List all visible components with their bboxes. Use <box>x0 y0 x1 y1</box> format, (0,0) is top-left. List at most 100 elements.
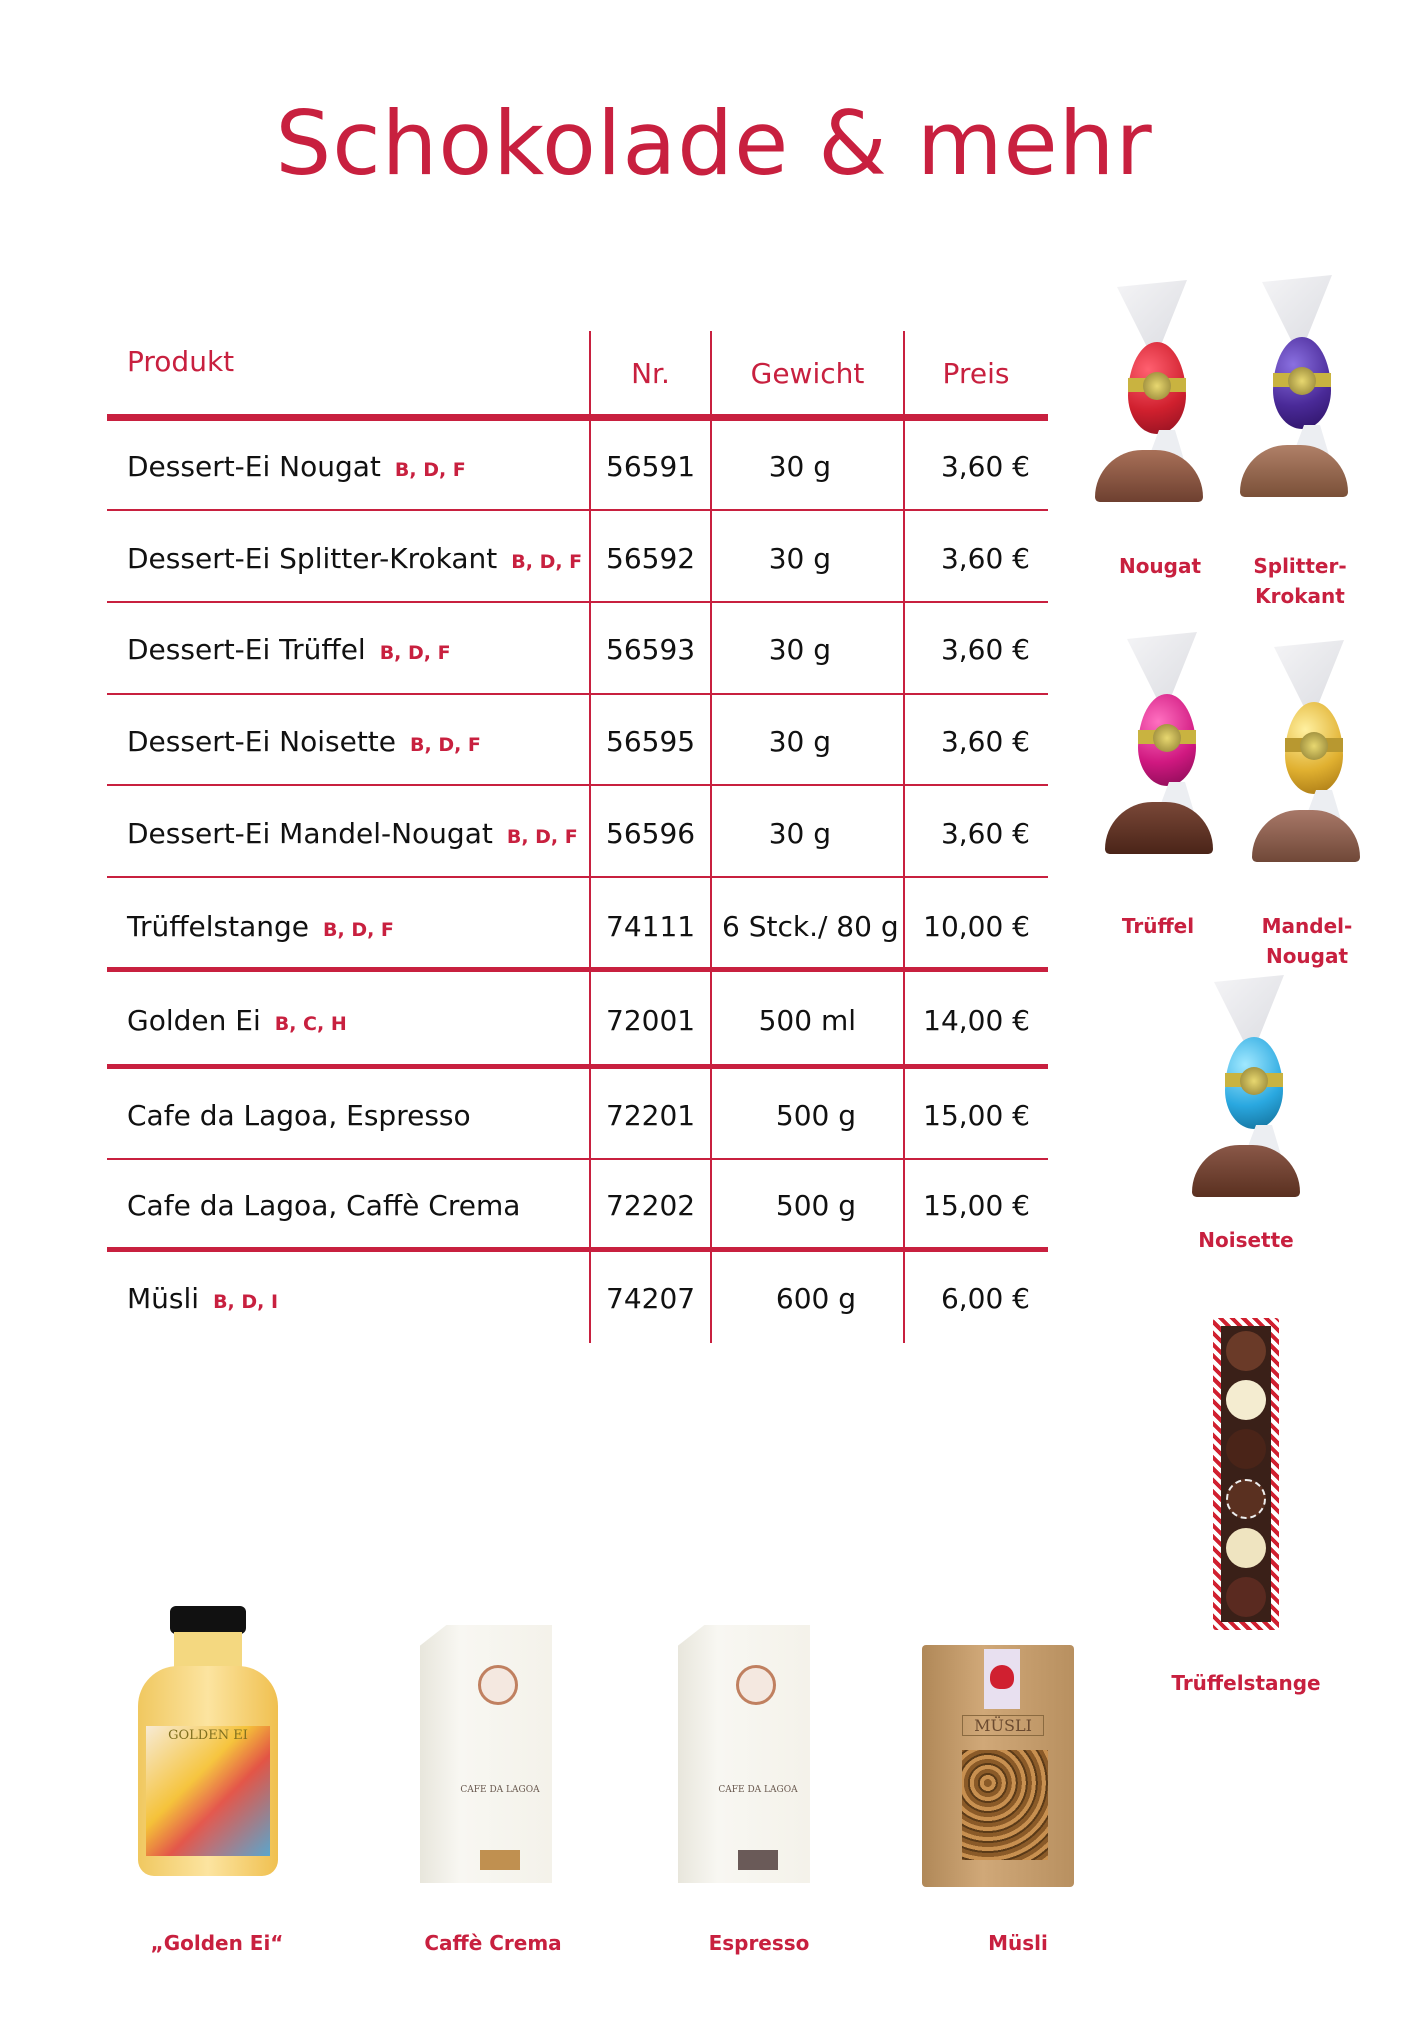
row-divider <box>107 509 1048 511</box>
price-cell: 3,60 € <box>940 817 1030 850</box>
package-text: CAFE DA LAGOA <box>718 1785 798 1795</box>
group-divider <box>107 1064 1048 1069</box>
product-name: Dessert-Ei Nougat <box>127 450 381 483</box>
muesli-bag-image: MÜSLI <box>922 1645 1074 1887</box>
allergen-codes: B, D, F <box>379 642 451 664</box>
product-cell: Dessert-Ei Trüffel B, D, F <box>127 630 451 670</box>
nr-cell: 56591 <box>606 450 696 483</box>
label-golden-ei: „Golden Ei“ <box>150 1931 284 1955</box>
price-cell: 10,00 € <box>923 910 1030 943</box>
label-line: Splitter- <box>1253 554 1347 578</box>
nr-cell: 72201 <box>606 1099 696 1132</box>
allergen-codes: B, D, F <box>323 919 394 941</box>
product-name: Müsli <box>127 1282 200 1315</box>
allergen-codes: B, C, H <box>274 1013 347 1035</box>
allergen-codes: B, D, F <box>394 459 466 481</box>
group-divider <box>107 967 1048 972</box>
allergen-codes: B, D, F <box>506 826 578 848</box>
row-divider <box>107 601 1048 603</box>
weight-cell: 6 Stck./ 80 g <box>722 910 899 943</box>
weight-cell: 30 g <box>768 542 831 575</box>
label-line: Krokant <box>1255 584 1345 608</box>
product-cell: Dessert-Ei Noisette B, D, F <box>127 722 481 762</box>
weight-cell: 30 g <box>768 817 831 850</box>
weight-cell: 30 g <box>768 725 831 758</box>
header-product: Produkt <box>127 345 235 378</box>
weight-cell: 30 g <box>768 450 831 483</box>
price-cell: 6,00 € <box>940 1282 1030 1315</box>
row-divider <box>107 784 1048 786</box>
product-name: Dessert-Ei Splitter-Krokant <box>127 542 498 575</box>
nr-cell: 72001 <box>606 1004 696 1037</box>
price-cell: 15,00 € <box>923 1099 1030 1132</box>
package-text: CAFE DA LAGOA <box>460 1785 540 1795</box>
weight-cell: 30 g <box>768 633 831 666</box>
product-name: Cafe da Lagoa, Espresso <box>127 1099 471 1132</box>
nr-cell: 74111 <box>606 910 696 943</box>
allergen-codes: B, D, I <box>213 1291 279 1313</box>
allergen-codes: B, D, F <box>511 551 583 573</box>
label-line: Mandel- <box>1261 914 1353 938</box>
nr-cell: 56593 <box>606 633 696 666</box>
nr-cell: 74207 <box>606 1282 696 1315</box>
label-splitter-krokant: Splitter- Krokant <box>1230 551 1370 611</box>
product-name: Cafe da Lagoa, Caffè Crema <box>127 1189 521 1222</box>
product-cell: Dessert-Ei Nougat B, D, F <box>127 447 466 487</box>
page-title: Schokolade & mehr <box>275 92 1153 195</box>
label-line: Nougat <box>1265 944 1349 968</box>
package-text: MÜSLI <box>962 1715 1044 1736</box>
nr-cell: 56592 <box>606 542 696 575</box>
product-cell: Dessert-Ei Mandel-Nougat B, D, F <box>127 814 578 854</box>
weight-cell: 600 g <box>775 1282 856 1315</box>
weight-cell: 500 ml <box>758 1004 856 1037</box>
trueffel-egg-image <box>1105 632 1235 872</box>
product-cell: Cafe da Lagoa, Espresso <box>127 1096 485 1136</box>
golden-ei-bottle-image: GOLDEN EI <box>138 1606 278 1876</box>
group-divider <box>107 1247 1048 1252</box>
package-text: GOLDEN EI <box>168 1728 248 1743</box>
row-divider <box>107 1158 1048 1160</box>
label-espresso: Espresso <box>708 1931 810 1955</box>
product-name: Dessert-Ei Trüffel <box>127 633 366 666</box>
price-cell: 3,60 € <box>940 450 1030 483</box>
nr-cell: 72202 <box>606 1189 696 1222</box>
label-muesli: Müsli <box>988 1931 1048 1955</box>
allergen-codes: B, D, F <box>410 734 481 756</box>
label-trueffel: Trüffel <box>1121 914 1195 938</box>
splitter-krokant-egg-image <box>1240 275 1370 515</box>
nr-cell: 56596 <box>606 817 696 850</box>
trueffelstange-image <box>1213 1318 1279 1630</box>
product-cell: Müsli B, D, I <box>127 1279 278 1319</box>
label-trueffelstange: Trüffelstange <box>1171 1671 1321 1695</box>
noisette-egg-image <box>1192 975 1322 1215</box>
espresso-package-image: CAFE DA LAGOA <box>678 1605 810 1883</box>
weight-cell: 500 g <box>775 1099 856 1132</box>
product-cell: Dessert-Ei Splitter-Krokant B, D, F <box>127 539 582 579</box>
product-cell: Cafe da Lagoa, Caffè Crema <box>127 1186 534 1226</box>
caffe-crema-package-image: CAFE DA LAGOA <box>420 1605 552 1883</box>
product-cell: Golden Ei B, C, H <box>127 1001 347 1041</box>
product-name: Golden Ei <box>127 1004 261 1037</box>
label-mandel-nougat: Mandel- Nougat <box>1237 911 1377 971</box>
price-cell: 3,60 € <box>940 633 1030 666</box>
price-cell: 3,60 € <box>940 542 1030 575</box>
weight-cell: 500 g <box>775 1189 856 1222</box>
header-price: Preis <box>942 357 1010 390</box>
product-name: Dessert-Ei Mandel-Nougat <box>127 817 493 850</box>
price-cell: 3,60 € <box>940 725 1030 758</box>
price-cell: 14,00 € <box>923 1004 1030 1037</box>
product-cell: Trüffelstange B, D, F <box>127 907 394 947</box>
nr-cell: 56595 <box>606 725 696 758</box>
label-nougat: Nougat <box>1118 554 1202 578</box>
mandel-nougat-egg-image <box>1252 640 1382 880</box>
column-divider <box>710 331 712 1343</box>
nougat-egg-image <box>1095 280 1225 520</box>
column-divider <box>903 331 905 1343</box>
label-noisette: Noisette <box>1198 1228 1294 1252</box>
row-divider <box>107 693 1048 695</box>
header-nr: Nr. <box>631 357 670 390</box>
product-name: Trüffelstange <box>127 910 310 943</box>
row-divider <box>107 876 1048 878</box>
price-cell: 15,00 € <box>923 1189 1030 1222</box>
